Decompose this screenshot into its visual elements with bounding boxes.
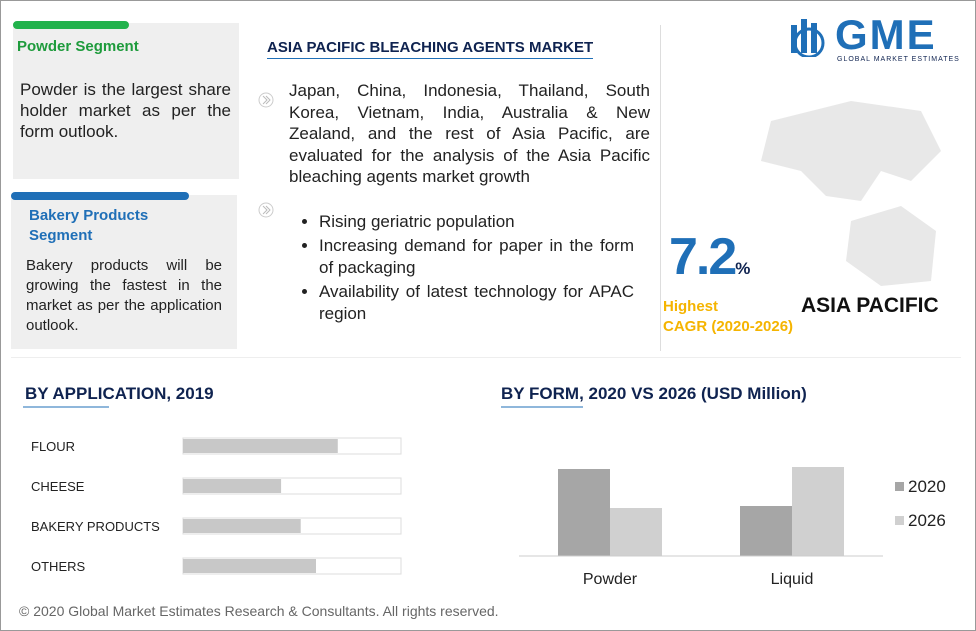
bar: [183, 479, 282, 493]
summary: Japan, China, Indonesia, Thailand, South…: [289, 81, 650, 186]
bar: [183, 439, 338, 453]
bar: [183, 559, 316, 573]
bar: [183, 519, 301, 533]
chart: BY FORM, 2020 VS 2026 (USD Million) Powde…: [501, 384, 946, 588]
bullet: Increasing demand for paper in the form …: [319, 235, 634, 279]
category-label: CHEESE: [31, 479, 85, 494]
cagr-label: Highest: [663, 298, 719, 315]
logo-icon: [791, 19, 825, 57]
segment-text: Powder is the largest share holder marke…: [20, 80, 231, 141]
category-label: OTHERS: [31, 559, 86, 574]
chart-title: BY FORM, 2020 VS 2026 (USD Million): [501, 384, 807, 403]
cagr-unit: %: [735, 259, 751, 278]
segment-text: Bakery products will be growing the fast…: [26, 257, 222, 334]
category-label: BAKERY PRODUCTS: [31, 519, 160, 534]
bullet: Availability of latest technology for AP…: [319, 281, 634, 325]
cagr-value: 7.2%: [669, 227, 750, 287]
divider: [11, 357, 961, 358]
chart-title: BY APPLICATION, 2019: [25, 384, 214, 403]
logo-tagline: GLOBAL MARKET ESTIMATES: [837, 56, 960, 63]
category-label: FLOUR: [31, 439, 75, 454]
accent-bar: [11, 192, 189, 200]
legend-label: 2020: [908, 477, 946, 496]
bar: [558, 469, 610, 556]
panel: [11, 195, 237, 349]
bar: [740, 506, 792, 556]
logo: GME GLOBAL MARKET ESTIMATES: [785, 11, 961, 65]
bar: [610, 508, 662, 556]
bullets: Rising geriatric populationIncreasing de…: [291, 211, 634, 327]
chart: BY APPLICATION, 2019 FLOUR CHEESE BAKERY PR…: [23, 384, 402, 575]
accent-bar: [13, 21, 129, 29]
bar: [792, 467, 844, 556]
panel: [13, 23, 239, 179]
footer: © 2020 Global Market Estimates Research …: [19, 603, 499, 619]
main-title: ASIA PACIFIC BLEACHING AGENTS MARKET: [267, 39, 594, 59]
divider: [660, 25, 661, 351]
x-tick-label: Powder: [583, 571, 638, 588]
icons: [258, 92, 274, 218]
legend-swatch: [895, 482, 904, 491]
cagr-number: 7.2: [669, 228, 737, 286]
map: [761, 101, 941, 286]
legend-swatch: [895, 516, 904, 525]
logo-name: GME: [835, 11, 937, 58]
legend-label: 2026: [908, 511, 946, 530]
segment-title: Bakery Products Segment: [29, 207, 149, 244]
bullet: Rising geriatric population: [319, 211, 634, 233]
x-tick-label: Liquid: [771, 571, 814, 588]
region: ASIA PACIFIC: [801, 294, 939, 317]
cagr-label: CAGR (2020-2026): [663, 318, 794, 335]
segment-title: Powder Segment: [17, 38, 139, 55]
